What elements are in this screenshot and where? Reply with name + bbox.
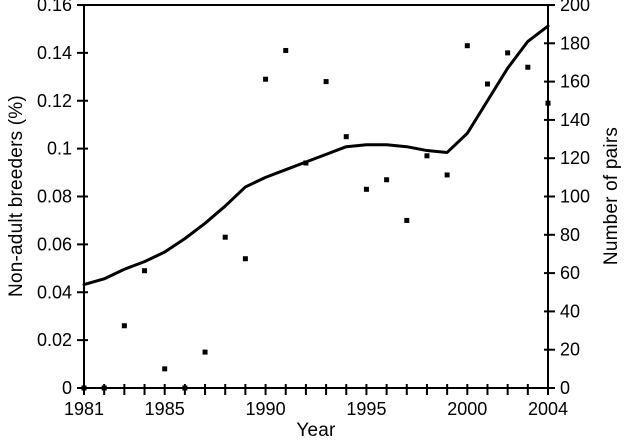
y-left-tick-label: 0.02 bbox=[37, 330, 72, 350]
scatter-point bbox=[404, 217, 410, 223]
scatter-point bbox=[505, 50, 511, 56]
y-right-tick-label: 120 bbox=[560, 148, 590, 168]
y-left-tick-label: 0 bbox=[62, 378, 72, 398]
scatter-point bbox=[545, 100, 551, 106]
scatter-point bbox=[142, 268, 148, 274]
scatter-point bbox=[384, 177, 390, 183]
scatter-point bbox=[222, 234, 228, 240]
y-right-tick-label: 140 bbox=[560, 110, 590, 130]
right-axis-title: Number of pairs bbox=[601, 126, 622, 266]
y-left-tick-label: 0.16 bbox=[37, 0, 72, 15]
y-right-tick-label: 200 bbox=[560, 0, 590, 15]
plot-frame bbox=[83, 4, 549, 389]
scatter-point bbox=[101, 385, 107, 391]
scatter-point bbox=[202, 349, 208, 355]
y-right-tick-label: 80 bbox=[560, 225, 580, 245]
scatter-point bbox=[343, 134, 349, 140]
x-axis-tick-label: 1995 bbox=[346, 399, 386, 419]
scatter-point bbox=[263, 76, 269, 82]
scatter-point bbox=[283, 47, 289, 53]
y-left-tick-label: 0.1 bbox=[47, 139, 72, 159]
y-right-tick-label: 0 bbox=[560, 378, 570, 398]
y-left-tick-label: 0.04 bbox=[37, 282, 72, 302]
scatter-point bbox=[81, 385, 87, 391]
scatter-point bbox=[323, 79, 329, 85]
scatter-point bbox=[464, 43, 470, 49]
x-axis-tick-label: 1990 bbox=[246, 399, 286, 419]
scatter-point bbox=[162, 366, 168, 372]
y-right-tick-label: 100 bbox=[560, 187, 590, 207]
scatter-point bbox=[182, 385, 188, 391]
y-left-tick-label: 0.14 bbox=[37, 43, 72, 63]
scatter-point bbox=[424, 153, 430, 159]
scatter-point bbox=[242, 256, 248, 262]
x-axis-tick-label: 1981 bbox=[64, 399, 104, 419]
y-left-tick-label: 0.06 bbox=[37, 234, 72, 254]
scatter-point bbox=[363, 186, 369, 192]
y-right-tick-label: 40 bbox=[560, 301, 580, 321]
y-right-tick-label: 60 bbox=[560, 263, 580, 283]
scatter-point bbox=[121, 323, 127, 329]
scatter-point bbox=[484, 81, 490, 87]
x-axis-title: Year bbox=[296, 420, 336, 441]
scatter-point bbox=[525, 64, 531, 70]
y-right-tick-label: 160 bbox=[560, 72, 590, 92]
y-left-tick-label: 0.08 bbox=[37, 187, 72, 207]
left-axis-title: Non-adult breeders (%) bbox=[6, 95, 27, 297]
y-right-tick-label: 20 bbox=[560, 340, 580, 360]
x-axis-tick-label: 1985 bbox=[145, 399, 185, 419]
y-left-tick-label: 0.12 bbox=[37, 91, 72, 111]
x-axis-tick-label: 2004 bbox=[528, 399, 568, 419]
scatter-point bbox=[444, 172, 450, 178]
y-right-tick-label: 180 bbox=[560, 33, 590, 53]
x-axis-tick-label: 2000 bbox=[447, 399, 487, 419]
pairs-trend-line bbox=[82, 24, 550, 287]
